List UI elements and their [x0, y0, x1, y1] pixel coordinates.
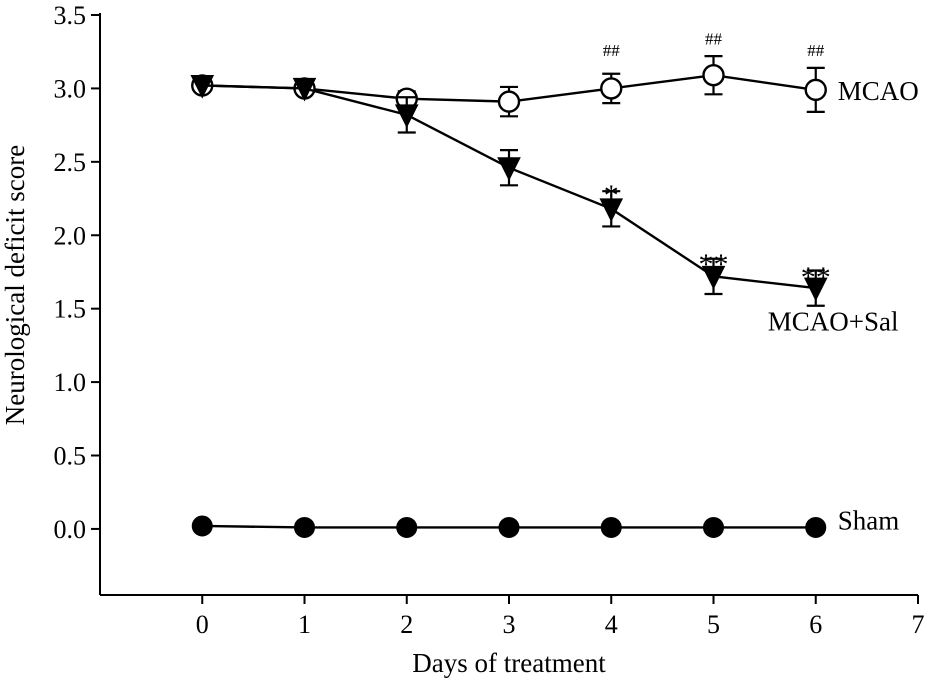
significance-hash: ##	[705, 29, 723, 48]
y-axis-title: Neurological deficit score	[0, 145, 30, 425]
y-tick-label: 3.5	[54, 1, 87, 30]
x-tick-label: 2	[400, 610, 413, 639]
data-point	[292, 77, 317, 102]
data-point	[803, 277, 828, 302]
x-axis-ticks: 0 1 2 3 4 5 6 7	[196, 595, 925, 639]
data-point	[191, 515, 213, 537]
significance-hash: ##	[807, 41, 825, 60]
significance-star: **	[699, 248, 729, 281]
data-point	[294, 516, 315, 538]
data-point	[599, 198, 624, 222]
y-tick-label: 0.5	[54, 442, 87, 471]
data-point	[701, 265, 726, 290]
data-point	[600, 516, 622, 538]
data-point	[190, 74, 215, 99]
data-point	[804, 78, 827, 102]
series-layer: MCAO MCAO+Sal Sham	[190, 55, 919, 538]
data-point	[703, 516, 724, 538]
data-point	[600, 77, 623, 100]
x-axis-title: Days of treatment	[412, 648, 606, 678]
x-tick-label: 7	[912, 610, 925, 639]
series-label: Sham	[838, 505, 900, 535]
x-tick-label: 0	[196, 610, 209, 639]
series-sham: Sham	[191, 505, 900, 538]
x-tick-label: 3	[503, 610, 516, 639]
data-point	[394, 104, 419, 128]
series-mcao-sal: MCAO+Sal	[190, 74, 899, 337]
data-point	[497, 90, 521, 113]
y-tick-label: 1.0	[54, 368, 87, 397]
data-point	[805, 516, 827, 538]
significance-star: *	[604, 179, 619, 212]
y-tick-label: 2.0	[54, 221, 87, 250]
data-point	[702, 64, 725, 87]
y-tick-label: 1.5	[54, 295, 87, 324]
series-label: MCAO	[838, 76, 919, 106]
y-tick-label: 2.5	[54, 148, 87, 177]
y-tick-label: 0.0	[54, 515, 87, 544]
y-axis-ticks: 0.0 0.5 1.0 1.5 2.0 2.5 3.0 3.5	[54, 1, 100, 544]
x-tick-label: 6	[809, 610, 822, 639]
x-tick-label: 1	[298, 610, 311, 639]
significance-hash: ##	[603, 41, 621, 60]
annotation-layer: ######*** **	[603, 29, 831, 294]
data-point	[498, 516, 520, 538]
series-label: MCAO+Sal	[768, 307, 899, 337]
x-tick-label: 4	[605, 610, 618, 639]
significance-star: **	[801, 261, 831, 294]
data-point	[396, 516, 418, 538]
x-tick-label: 5	[707, 610, 720, 639]
y-tick-label: 3.0	[54, 74, 87, 103]
data-point	[497, 157, 521, 181]
